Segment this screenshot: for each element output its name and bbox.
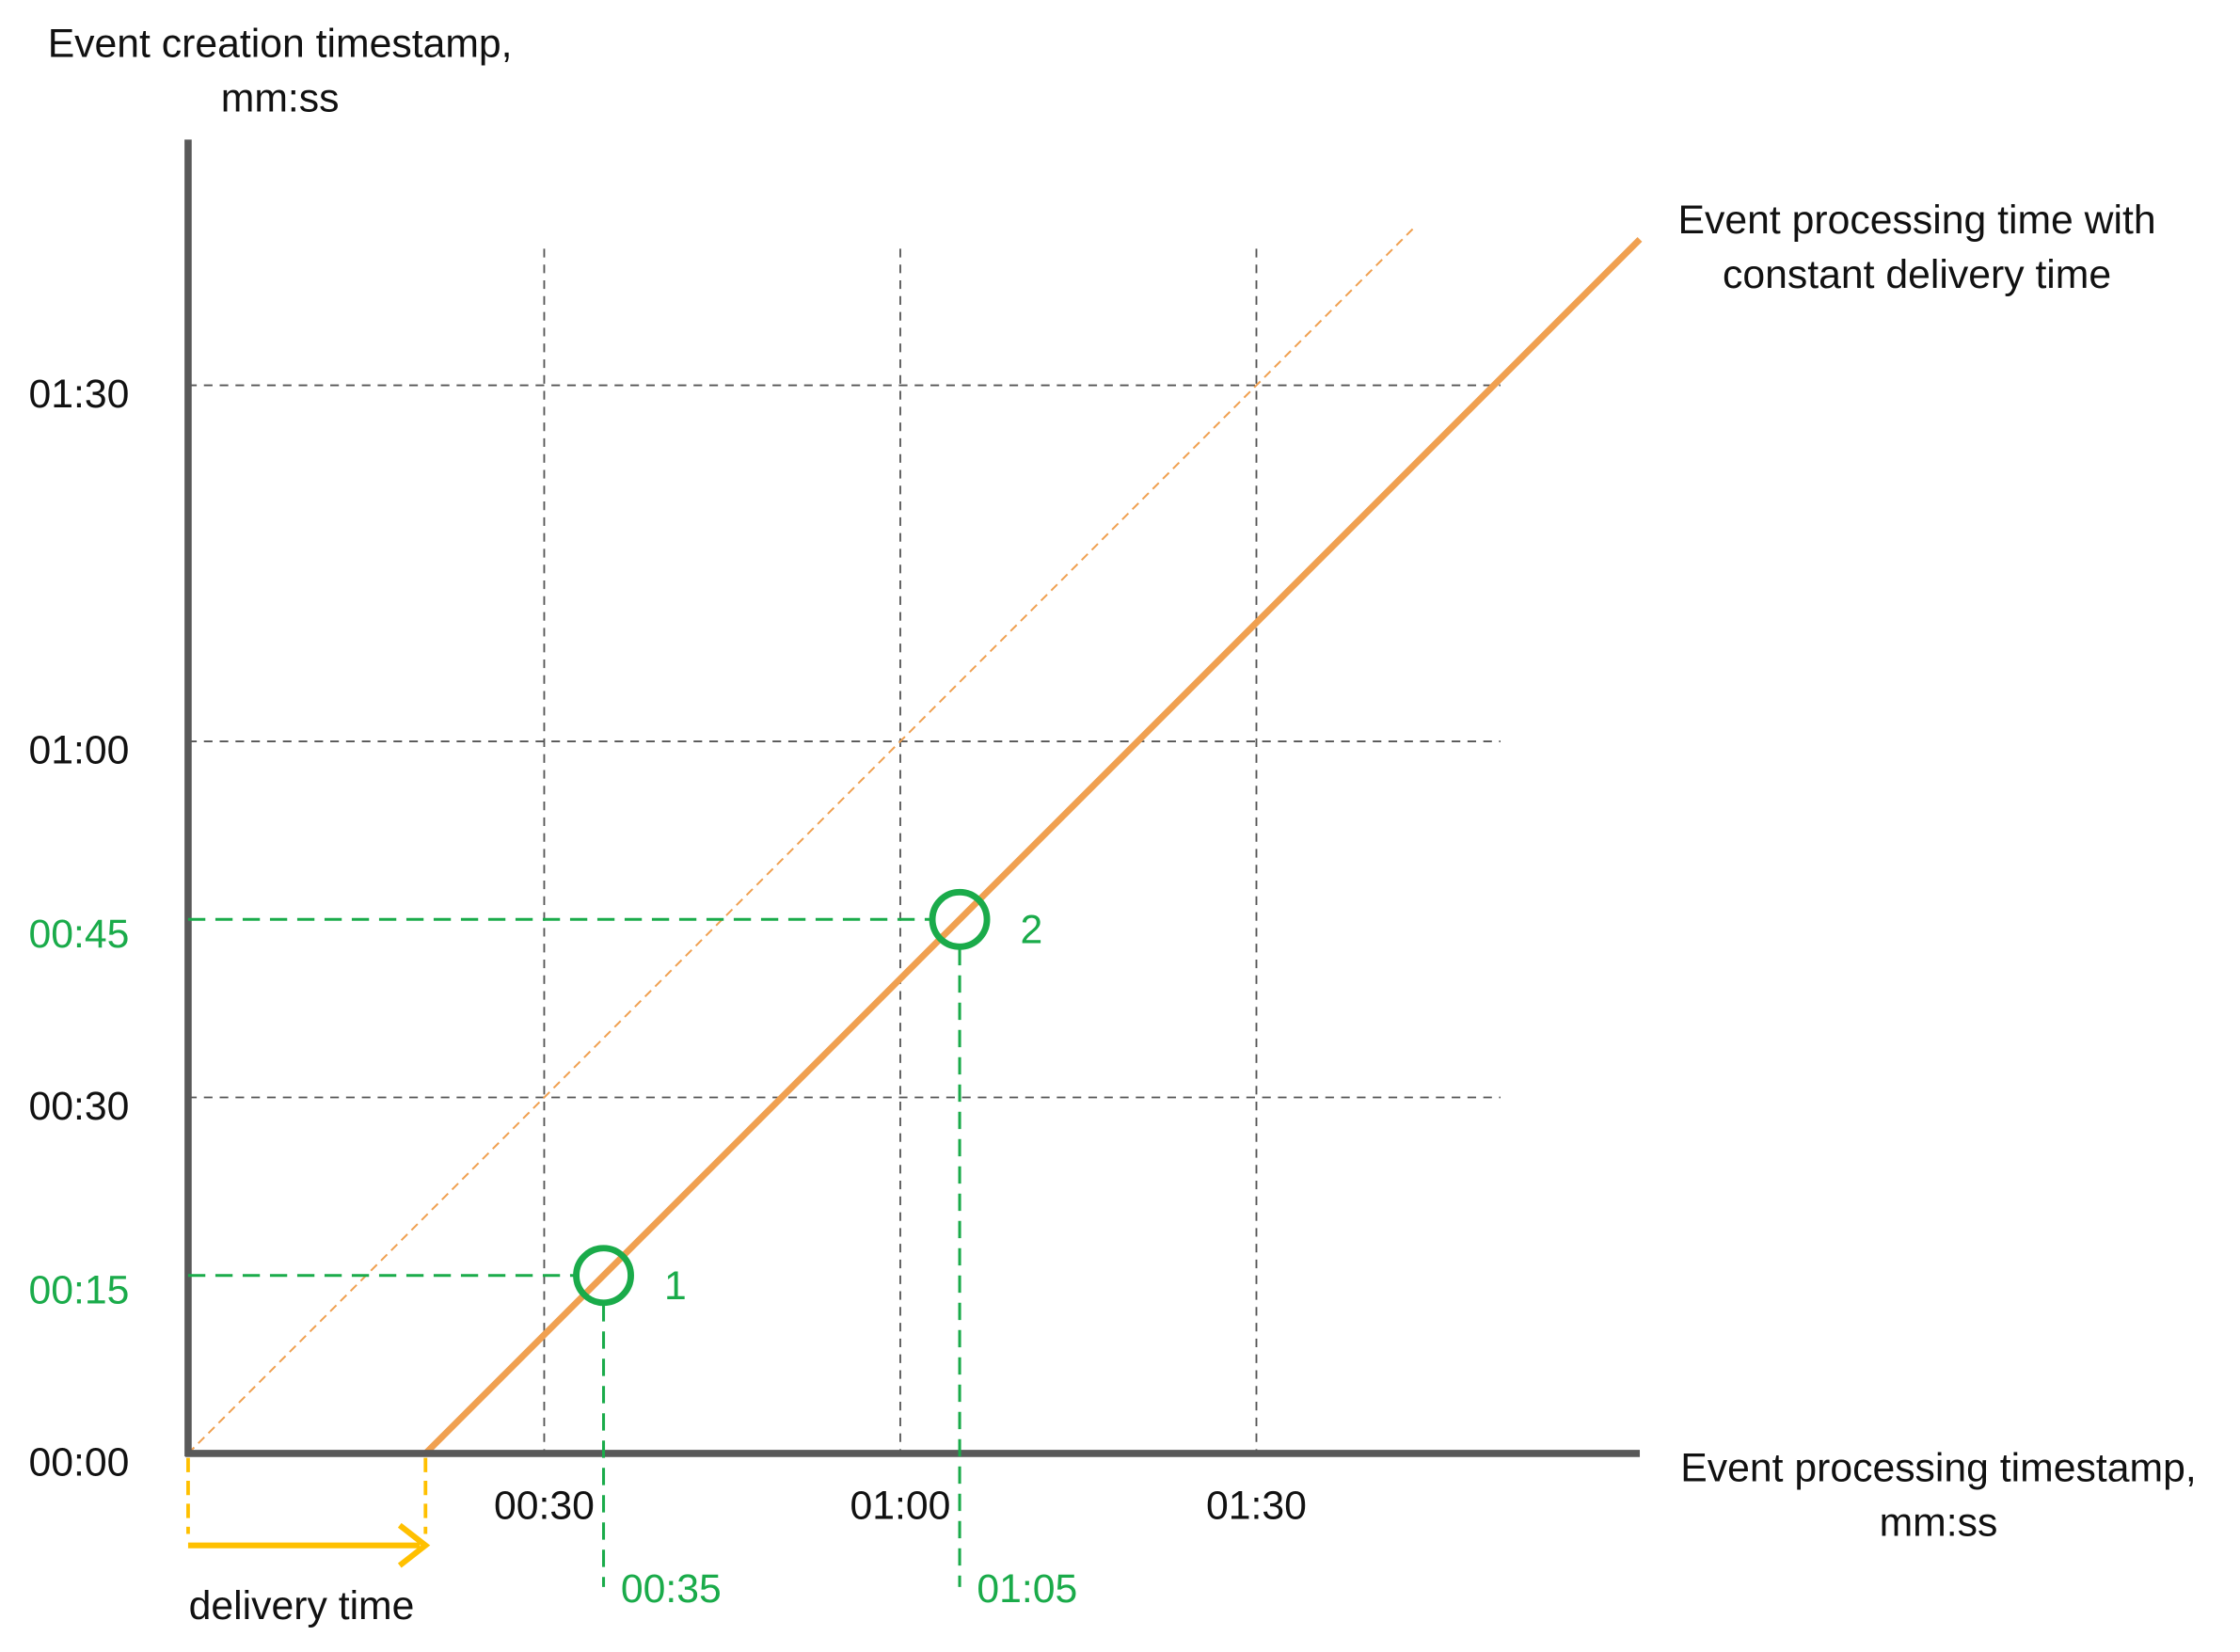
y-axis-label: mm:ss — [221, 76, 340, 121]
event-point — [573, 1245, 634, 1307]
y-value-label: 00:15 — [28, 1267, 129, 1312]
event-point — [929, 888, 991, 950]
y-tick-label: 01:00 — [28, 728, 129, 773]
x-axis-label: Event processing timestamp, — [1680, 1446, 2196, 1491]
series-line — [422, 236, 1643, 1456]
arrow-head — [397, 1522, 431, 1568]
point-label: 2 — [1020, 907, 1042, 952]
x-axis-label: mm:ss — [1880, 1501, 1998, 1546]
series-label: Event processing time with — [1678, 198, 2156, 243]
series-label: constant delivery time — [1723, 252, 2111, 297]
y-value-label: 00:45 — [28, 912, 129, 957]
point-label: 1 — [664, 1263, 687, 1309]
x-tick-label: 00:30 — [494, 1483, 595, 1528]
y-tick-label: 00:30 — [28, 1084, 129, 1129]
x-tick-label: 01:30 — [1206, 1483, 1307, 1528]
delivery-label: delivery time — [189, 1583, 415, 1628]
x-value-label: 01:05 — [977, 1566, 1077, 1612]
x-tick-label: 01:00 — [850, 1483, 951, 1528]
x-value-label: 00:35 — [621, 1566, 722, 1612]
y-axis-label: Event creation timestamp, — [48, 22, 513, 67]
y-tick-label: 00:00 — [28, 1439, 129, 1485]
y-tick-label: 01:30 — [28, 372, 129, 417]
series-line — [187, 224, 1418, 1454]
